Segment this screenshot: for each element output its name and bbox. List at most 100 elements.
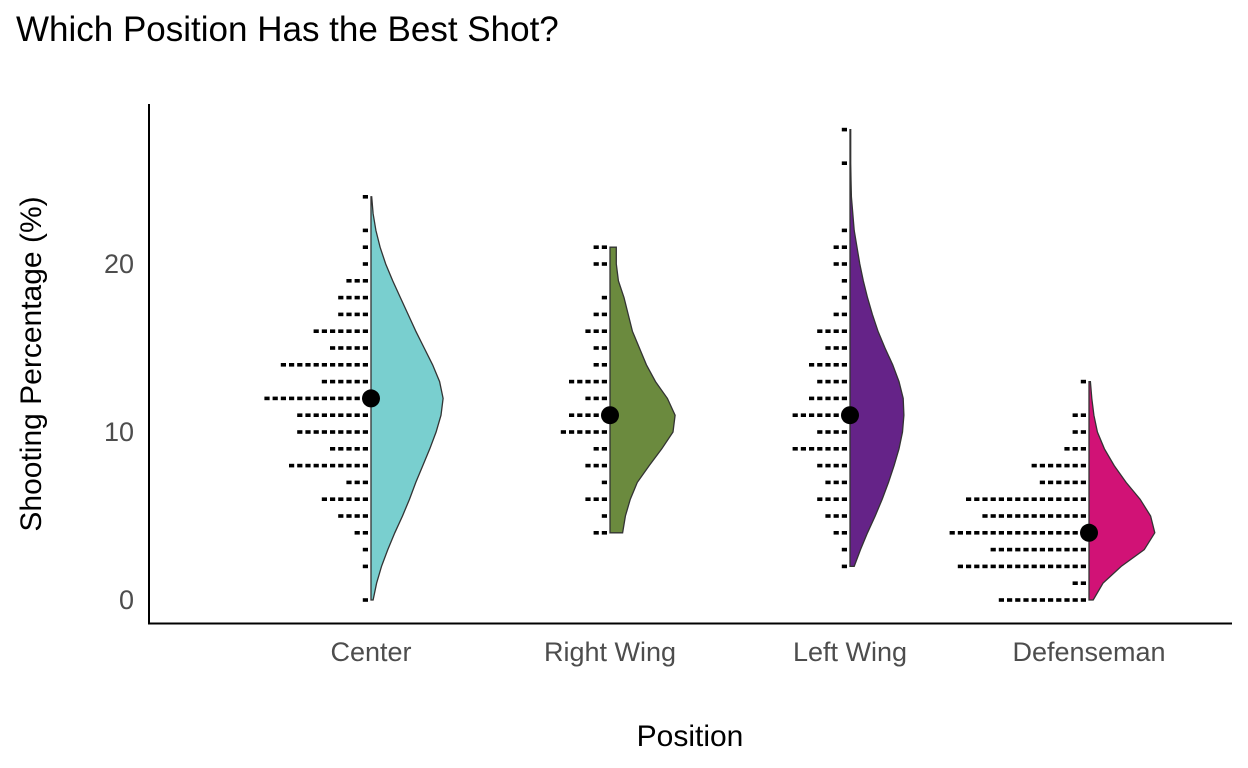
dot-center	[330, 379, 336, 384]
dot-defenseman	[1023, 531, 1029, 535]
dot-left-wing	[841, 447, 847, 451]
dot-left-wing	[825, 430, 831, 434]
dot-center	[354, 295, 360, 300]
dot-right-wing	[593, 447, 599, 451]
dot-center	[354, 279, 360, 283]
dot-center	[305, 396, 311, 401]
dot-center	[362, 195, 368, 199]
dot-defenseman	[966, 497, 972, 501]
dot-defenseman	[1039, 514, 1045, 518]
dot-defenseman	[974, 531, 980, 535]
violin-defenseman	[1088, 380, 1156, 601]
dot-left-wing	[833, 430, 839, 434]
dot-center	[362, 447, 368, 451]
dot-defenseman	[1007, 564, 1013, 569]
dot-center	[321, 413, 327, 417]
dot-defenseman	[1039, 497, 1045, 501]
dot-defenseman	[974, 564, 980, 569]
dot-center	[297, 396, 303, 401]
dot-defenseman	[1039, 547, 1045, 552]
dot-defenseman	[1048, 514, 1054, 518]
dot-right-wing	[601, 379, 607, 384]
dot-center	[338, 379, 344, 384]
dot-defenseman	[1015, 598, 1021, 602]
dot-defenseman	[1015, 497, 1021, 501]
dot-center	[354, 413, 360, 417]
dot-center	[338, 413, 344, 417]
dot-defenseman	[1072, 480, 1078, 485]
dot-center	[354, 363, 360, 367]
dot-left-wing	[825, 396, 831, 401]
dot-center	[362, 262, 368, 266]
dot-left-wing	[841, 279, 847, 283]
dot-defenseman	[990, 531, 996, 535]
dot-center	[338, 329, 344, 333]
dot-defenseman	[1080, 379, 1086, 384]
dotplot-right-wing	[560, 245, 607, 535]
dot-right-wing	[601, 447, 607, 451]
dot-right-wing	[577, 430, 583, 434]
dotplot-center	[264, 195, 368, 602]
dot-defenseman	[1031, 598, 1037, 602]
dot-left-wing	[817, 396, 823, 401]
dot-center	[346, 413, 352, 417]
dot-defenseman	[1039, 531, 1045, 535]
dot-center	[346, 379, 352, 384]
dot-left-wing	[833, 463, 839, 468]
dot-center	[313, 430, 319, 434]
dot-center	[297, 413, 303, 417]
dot-defenseman	[1072, 447, 1078, 451]
dot-center	[354, 497, 360, 501]
dot-left-wing	[800, 413, 806, 417]
median-point-right-wing	[601, 406, 619, 425]
dot-center	[362, 430, 368, 434]
dot-defenseman	[1007, 497, 1013, 501]
dot-center	[272, 396, 278, 401]
dot-defenseman	[982, 514, 988, 518]
dot-center	[346, 363, 352, 367]
dot-left-wing	[825, 480, 831, 485]
dot-center	[330, 329, 336, 333]
dot-left-wing	[825, 463, 831, 468]
dot-center	[338, 514, 344, 518]
dot-center	[354, 430, 360, 434]
dot-right-wing	[577, 379, 583, 384]
dot-center	[354, 447, 360, 451]
dot-left-wing	[833, 346, 839, 350]
dot-left-wing	[841, 396, 847, 401]
dot-left-wing	[825, 379, 831, 384]
y-tick-label-10: 10	[104, 417, 134, 447]
x-tick-label-center: Center	[330, 637, 411, 667]
dot-left-wing	[833, 413, 839, 417]
dot-defenseman	[1072, 514, 1078, 518]
dot-right-wing	[593, 430, 599, 434]
dot-left-wing	[841, 161, 847, 165]
x-tick-label-right-wing: Right Wing	[544, 637, 676, 667]
dotplot-left-wing	[792, 127, 847, 569]
dot-defenseman	[1056, 514, 1062, 518]
dot-center	[289, 463, 295, 468]
dot-center	[330, 363, 336, 367]
median-point-center	[362, 389, 380, 408]
dot-defenseman	[1080, 430, 1086, 434]
dot-right-wing	[601, 295, 607, 300]
dot-defenseman	[1039, 480, 1045, 485]
dot-left-wing	[841, 497, 847, 501]
dot-center	[330, 447, 336, 451]
dot-left-wing	[817, 463, 823, 468]
dot-center	[338, 497, 344, 501]
dot-left-wing	[841, 228, 847, 233]
dot-right-wing	[601, 245, 607, 249]
dot-right-wing	[585, 329, 591, 333]
dot-center	[362, 379, 368, 384]
dot-center	[330, 396, 336, 401]
dot-defenseman	[1048, 564, 1054, 569]
dotplot-defenseman	[949, 379, 1086, 602]
dot-center	[297, 430, 303, 434]
dot-left-wing	[833, 262, 839, 266]
dot-center	[346, 279, 352, 283]
dot-left-wing	[833, 480, 839, 485]
dot-center	[362, 531, 368, 535]
x-tick-label-left-wing: Left Wing	[793, 637, 907, 667]
